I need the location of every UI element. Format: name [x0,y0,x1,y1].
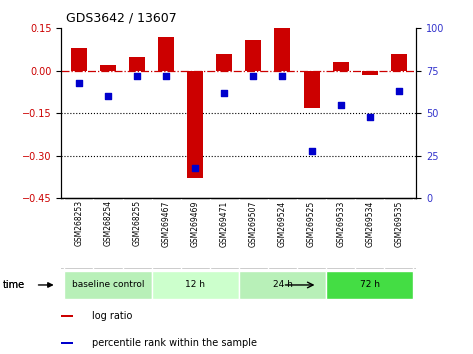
Bar [64,271,152,299]
Text: log ratio: log ratio [92,311,132,321]
Point [337,102,344,108]
Point [250,73,257,79]
Bar [239,271,326,299]
Text: GSM269467: GSM269467 [162,200,171,247]
Text: GSM269507: GSM269507 [249,200,258,247]
Bar [274,28,290,71]
Text: GSM269524: GSM269524 [278,200,287,247]
Point [366,114,374,120]
Bar [100,65,116,71]
Point [308,148,315,154]
Point [133,73,141,79]
Text: 24 h: 24 h [272,280,292,290]
Point [104,93,112,99]
Text: GSM269471: GSM269471 [220,200,229,247]
Bar [216,54,232,71]
Text: 12 h: 12 h [185,280,205,290]
Point [75,80,83,86]
Bar [362,71,378,75]
Point [279,73,286,79]
Text: baseline control: baseline control [72,280,144,290]
Text: time: time [3,280,25,290]
Bar [129,57,145,71]
Text: GSM269469: GSM269469 [191,200,200,247]
Bar [326,271,413,299]
Bar [187,71,203,178]
Point [192,165,199,171]
Text: GSM269535: GSM269535 [394,200,403,247]
Text: GSM268254: GSM268254 [104,200,113,246]
Text: GSM269534: GSM269534 [365,200,374,247]
Text: GSM269533: GSM269533 [336,200,345,247]
Point [395,88,403,94]
Bar [391,54,407,71]
Text: percentile rank within the sample: percentile rank within the sample [92,338,257,348]
Bar [245,40,262,71]
Point [162,73,170,79]
Text: GSM269525: GSM269525 [307,200,316,247]
Bar [61,342,73,344]
Bar [304,71,320,108]
Text: time: time [2,280,25,290]
Point [220,90,228,96]
Bar [71,48,87,71]
Bar [152,271,239,299]
Text: 72 h: 72 h [359,280,380,290]
Bar [158,37,174,71]
Text: GSM268253: GSM268253 [74,200,83,246]
Text: GDS3642 / 13607: GDS3642 / 13607 [66,12,177,25]
Text: GSM268255: GSM268255 [132,200,141,246]
Bar [61,315,73,317]
Bar [333,62,349,71]
